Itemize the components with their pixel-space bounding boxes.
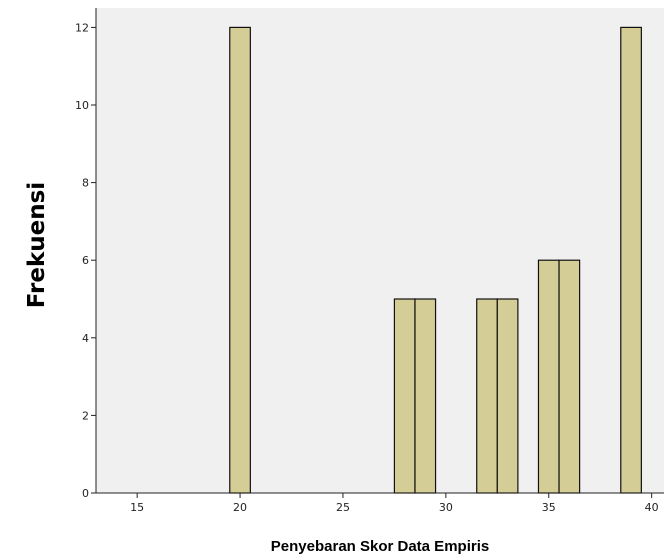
y-axis-title: Frekuensi: [24, 182, 50, 308]
bars-layer: [229, 26, 642, 494]
y-tick-label-6: 6: [82, 254, 89, 267]
histogram-bar-4: [496, 298, 519, 494]
x-tick-label-20: 20: [233, 501, 247, 514]
histogram-bar-2: [414, 298, 437, 494]
ticks-layer: 15 20 25 30 35 40 0 2 4 6 8 10 12: [75, 21, 659, 514]
histogram-bar-3: [476, 298, 498, 494]
x-tick-label-25: 25: [336, 501, 350, 514]
histogram-bar-7: [620, 26, 642, 494]
y-tick-label-12: 12: [75, 21, 89, 34]
y-tick-label-8: 8: [82, 177, 89, 190]
histogram-bar-1: [393, 298, 416, 494]
x-tick-label-30: 30: [439, 501, 453, 514]
y-tick-label-0: 0: [82, 487, 89, 500]
x-axis-title: Penyebaran Skor Data Empiris: [271, 538, 489, 555]
y-tick-label-4: 4: [82, 332, 89, 345]
axes-layer: [95, 8, 664, 494]
histogram-bar-0: [229, 26, 251, 494]
x-tick-label-15: 15: [130, 501, 144, 514]
y-tick-label-2: 2: [82, 409, 89, 422]
x-tick-label-40: 40: [645, 501, 659, 514]
y-tick-label-10: 10: [75, 99, 89, 112]
x-tick-label-35: 35: [542, 501, 556, 514]
histogram-bar-5: [537, 259, 560, 494]
histogram-bar-6: [558, 259, 581, 494]
